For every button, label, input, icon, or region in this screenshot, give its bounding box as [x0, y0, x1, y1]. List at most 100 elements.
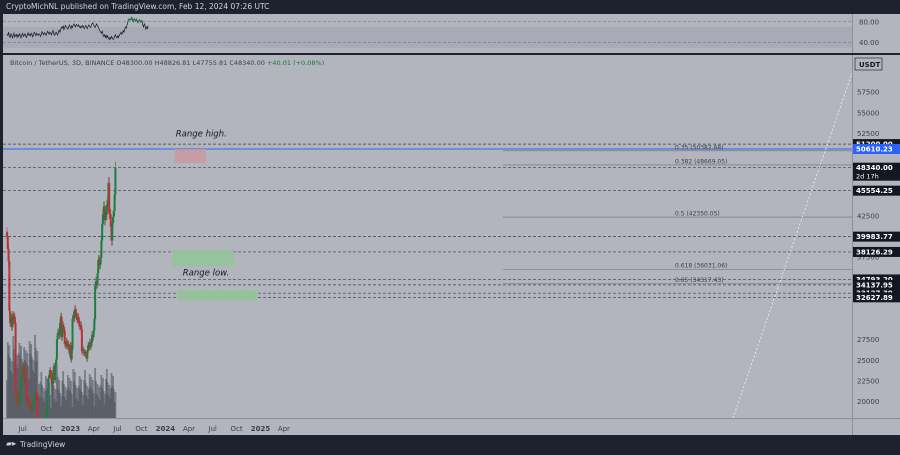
price-label-box — [853, 279, 900, 290]
price-tick-label: 37500 — [857, 254, 879, 262]
price-axis[interactable]: USDT 57500 55000 52500 42500 37500 27500 25000 2… — [852, 55, 900, 418]
time-tick-label: Apr — [88, 425, 100, 433]
candle-body — [52, 373, 55, 385]
candle-body — [80, 324, 83, 329]
price-chart: 0.35 (50382.68) 0.382 (48669.05) 0.5 (4235… — [3, 72, 853, 433]
fib-level-label: 0.5 (42350.05) — [675, 211, 720, 218]
candle-body — [55, 339, 58, 360]
candle-body — [90, 342, 93, 347]
price-axis-labels: USDT 57500 55000 52500 42500 37500 27500 25000 2… — [853, 57, 900, 406]
candle-body — [45, 409, 48, 425]
candle-body — [105, 205, 108, 216]
candle-body — [62, 324, 65, 328]
time-tick-label: 2025 — [251, 425, 271, 433]
volume-bar — [36, 351, 39, 418]
candle-body — [55, 359, 58, 365]
time-tick-label: Jul — [17, 425, 27, 433]
candle-body — [98, 259, 101, 262]
price-tick-label: 52500 — [857, 130, 879, 138]
candle-body — [73, 309, 76, 319]
price-label-box — [853, 185, 900, 196]
volume-bar — [70, 394, 73, 418]
currency-box — [854, 57, 883, 71]
rsi-tick-label: 80.00 — [859, 18, 879, 26]
rsi-band — [3, 27, 852, 48]
footer: ▰▸ TradingView — [0, 435, 900, 455]
price-label-text: 45554.25 — [856, 187, 893, 195]
axis-corner — [852, 418, 900, 436]
candle-body — [104, 210, 107, 220]
time-tick-label: Oct — [231, 425, 243, 433]
rsi-overbought-segment — [135, 18, 137, 21]
time-tick-label: 2024 — [156, 425, 176, 433]
candle-body — [25, 386, 28, 400]
candle-body — [27, 398, 30, 405]
candle-body — [106, 201, 109, 206]
candle-body — [33, 399, 36, 403]
candle-body — [100, 240, 103, 258]
price-tick-label: 22500 — [857, 377, 879, 385]
candle-body — [47, 378, 50, 394]
candle-body — [11, 314, 14, 328]
price-label-text: 39983.77 — [856, 233, 893, 241]
time-tick-label: Oct — [135, 425, 147, 433]
candle-body — [101, 214, 104, 225]
rsi-axis[interactable]: 80.00 40.00 — [852, 14, 900, 53]
candle-body — [20, 373, 23, 379]
candle-body — [46, 393, 49, 410]
fib-level-label: 0.618 (36031.06) — [675, 263, 727, 270]
fib-level-label: 0.35 (50382.68) — [675, 144, 724, 151]
price-tick-label: 42500 — [857, 212, 879, 220]
candle-body — [6, 232, 8, 237]
candle-body — [111, 223, 114, 241]
candle-body — [32, 402, 35, 410]
price-label-box — [853, 231, 900, 242]
candle-body — [50, 376, 53, 382]
footer-brand: TradingView — [20, 440, 66, 449]
price-label-text: 48340.00 — [856, 164, 893, 172]
candle-body — [71, 319, 74, 350]
price-tick-label: 20000 — [857, 398, 879, 406]
price-label-box — [853, 162, 900, 181]
legend-change: +40.01 (+0.08%) — [266, 59, 325, 67]
fib-level-label: 0.65 (34317.43) — [675, 277, 724, 284]
price-label-box — [853, 143, 900, 154]
candle-body — [82, 349, 85, 353]
candle-body — [49, 370, 52, 377]
candle-body — [75, 312, 78, 317]
time-axis[interactable]: Jul Oct 2023 Apr Jul Oct 2024 Apr Jul Oct 2025 Apr — [3, 418, 852, 436]
price-pane[interactable]: 0.35 (50382.68) 0.382 (48669.05) 0.5 (4235… — [3, 55, 853, 433]
volume-bar — [59, 393, 61, 418]
candle-body — [109, 214, 112, 227]
candle-body — [80, 328, 83, 352]
rsi-overbought-segment — [137, 20, 140, 24]
candle-body — [112, 216, 115, 224]
candle-body — [94, 286, 97, 319]
volume-bar — [49, 395, 51, 418]
candle-body — [6, 236, 9, 249]
candle-body — [112, 210, 115, 217]
candle-body — [24, 368, 27, 387]
time-tick-label: Apr — [183, 425, 195, 433]
candle-body — [34, 394, 37, 400]
candle-body — [54, 364, 57, 381]
candle-body — [61, 324, 64, 338]
price-label-text: 50610.23 — [856, 145, 893, 153]
publish-banner: CryptoMichNL published on TradingView.co… — [0, 0, 900, 14]
rsi-overbought-segment — [133, 18, 136, 21]
candle-body — [84, 353, 87, 355]
tradingview-logo-icon: ▰▸ — [6, 439, 17, 448]
volume-bar — [114, 392, 117, 418]
candle-body — [67, 343, 70, 348]
price-label-text: 34137.95 — [856, 281, 893, 289]
rsi-pane[interactable] — [3, 14, 852, 53]
price-label-countdown: 2d 17h — [856, 173, 879, 181]
time-tick-label: Apr — [278, 425, 290, 433]
zone-range-high — [174, 149, 207, 164]
zone-range-low — [171, 249, 234, 267]
price-tick-label: 55000 — [857, 109, 879, 117]
candle-body — [35, 391, 38, 398]
candle-body — [74, 309, 77, 313]
candle-body — [59, 323, 62, 336]
price-tick-label: 27500 — [857, 336, 879, 344]
